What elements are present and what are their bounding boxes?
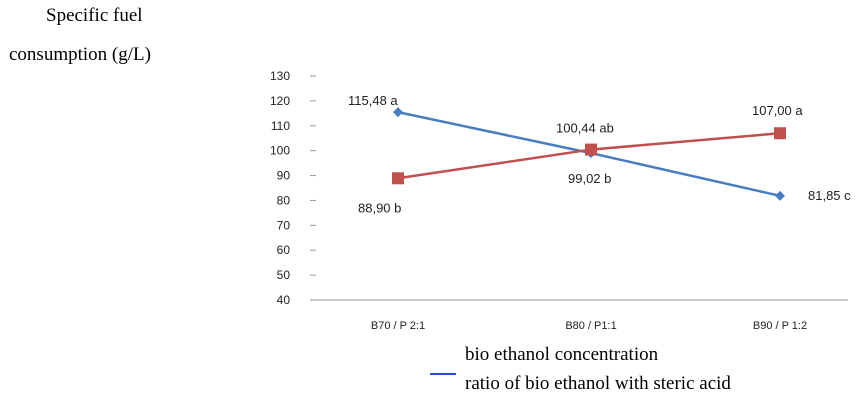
- x-tick-label: B70 / P 2:1: [371, 320, 425, 332]
- y-tick-label: 120: [270, 94, 290, 108]
- x-tick-label: B80 / P1:1: [565, 320, 616, 332]
- series-1-point-marker: [393, 107, 403, 118]
- chart-axes: 130 120 110 100 90 80 70 60 50 40 B70 / P 2:1 B80 /…: [270, 69, 848, 332]
- series-2-point-marker: [774, 127, 786, 140]
- data-label: 88,90 b: [358, 200, 401, 215]
- series-2-point-marker: [392, 172, 404, 185]
- y-tick-label: 70: [277, 218, 291, 232]
- y-tick-label: 60: [277, 243, 291, 257]
- y-tick-label: 50: [277, 268, 291, 282]
- series-markers: [392, 107, 786, 201]
- series-1-point-marker: [775, 190, 785, 201]
- legend-swatch-bio-ethanol: [430, 373, 456, 375]
- y-tick-label: 80: [277, 193, 291, 207]
- y-tick-label: 110: [271, 119, 290, 133]
- data-labels: 115,48 a 99,02 b 81,85 c 88,90 b 100,44 ab 10…: [348, 93, 851, 215]
- legend-label-steric-acid: ratio of bio ethanol with steric acid: [465, 373, 731, 394]
- series-2-point-marker: [585, 143, 597, 156]
- data-label: 100,44 ab: [556, 121, 614, 136]
- y-axis-title-line-2: consumption (g/L): [9, 44, 151, 65]
- data-label: 107,00 a: [752, 103, 803, 118]
- y-tick-label: 130: [270, 69, 290, 83]
- x-tick-label: B90 / P 1:2: [753, 320, 807, 332]
- data-label: 81,85 c: [808, 188, 851, 203]
- y-tick-label: 40: [277, 293, 291, 307]
- y-tick-label: 90: [277, 169, 291, 183]
- line-chart: 130 120 110 100 90 80 70 60 50 40 B70 / P 2:1 B80 /…: [270, 69, 851, 332]
- data-label: 99,02 b: [568, 171, 611, 186]
- legend-label-bio-ethanol: bio ethanol concentration: [465, 344, 659, 365]
- y-tick-label: 100: [270, 144, 290, 158]
- data-label: 115,48 a: [348, 93, 398, 108]
- y-axis-title-line-1: Specific fuel: [46, 5, 143, 26]
